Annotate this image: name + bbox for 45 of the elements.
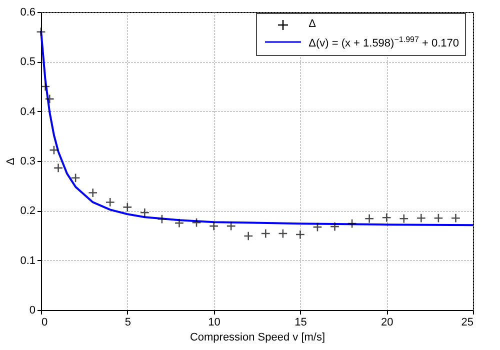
point bbox=[70, 173, 80, 183]
point bbox=[295, 230, 306, 240]
point bbox=[278, 228, 288, 238]
y-tick-label: 0 bbox=[29, 304, 36, 316]
point bbox=[208, 221, 219, 231]
y-tick-label: 0.4 bbox=[20, 106, 36, 118]
y-axis-title: Δ bbox=[5, 157, 18, 166]
x-axis-title: Compression Speed v [m/s] bbox=[190, 332, 326, 344]
point bbox=[382, 212, 392, 222]
y-tick-label: 0.1 bbox=[20, 254, 36, 267]
point bbox=[157, 214, 167, 224]
y-tick-label: 0.2 bbox=[20, 205, 36, 218]
x-tick-label: 5 bbox=[124, 316, 131, 328]
y-tick-label: 0.3 bbox=[20, 156, 36, 168]
point bbox=[347, 218, 357, 228]
y-tick-label: 0.6 bbox=[20, 6, 36, 18]
x-tick-label: 10 bbox=[208, 316, 220, 328]
point bbox=[226, 221, 236, 231]
line-series bbox=[40, 30, 474, 226]
point bbox=[364, 214, 374, 224]
x-tick-label: 15 bbox=[294, 316, 307, 328]
point bbox=[260, 228, 270, 238]
legend-label: Δ bbox=[308, 17, 316, 32]
point bbox=[122, 202, 132, 212]
point bbox=[53, 163, 64, 173]
point bbox=[416, 213, 426, 223]
y-tick-label: 0.5 bbox=[20, 56, 36, 68]
point bbox=[105, 197, 115, 208]
point bbox=[36, 27, 46, 37]
x-tick-label: 20 bbox=[380, 316, 394, 328]
point bbox=[330, 222, 340, 232]
point bbox=[88, 188, 98, 198]
point bbox=[174, 218, 184, 228]
point bbox=[49, 145, 59, 155]
point bbox=[140, 208, 150, 218]
point bbox=[434, 213, 444, 223]
legend-label: Δ(v) = (x + 1.598)$^{−1.997}$ + 0.170 bbox=[308, 34, 459, 52]
x-tick-label: 25 bbox=[461, 316, 474, 328]
point bbox=[244, 231, 254, 241]
point bbox=[399, 214, 409, 224]
point bbox=[192, 218, 202, 228]
point bbox=[450, 213, 461, 223]
x-tick-label: 0 bbox=[42, 316, 48, 328]
point bbox=[312, 222, 322, 232]
point bbox=[44, 94, 54, 104]
